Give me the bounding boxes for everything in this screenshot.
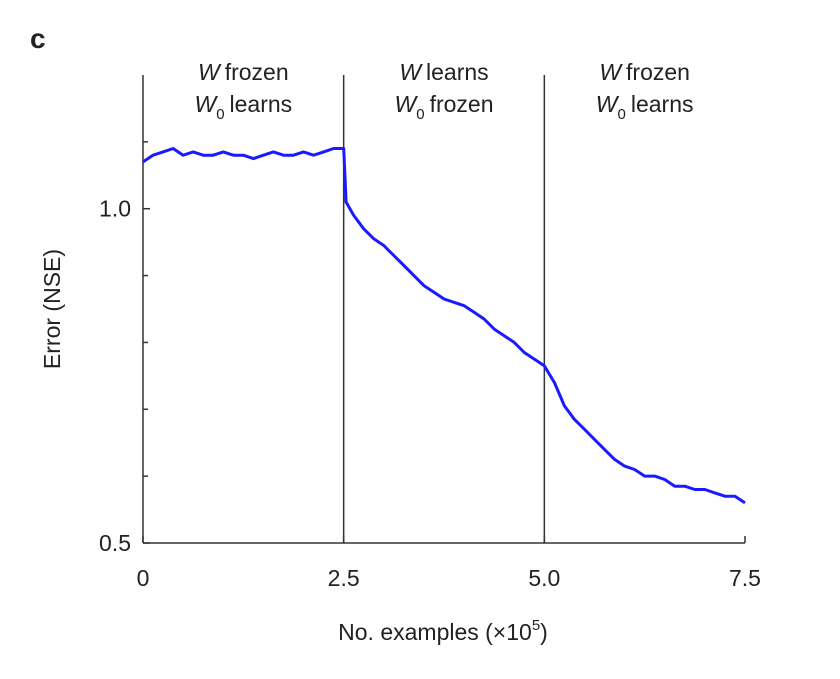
symbol: W: [194, 91, 218, 117]
region-label: W0 learns: [194, 91, 292, 123]
label-text: learns: [230, 91, 293, 117]
x-tick-label: 7.5: [729, 565, 761, 591]
x-tick-label: 0: [137, 565, 150, 591]
label-text: learns: [426, 59, 489, 85]
subscript: 0: [618, 106, 626, 123]
x-axis-label: No. examples (×105): [338, 617, 548, 645]
region-label: W0 frozen: [395, 91, 494, 123]
label-text: frozen: [626, 59, 690, 85]
label-text: learns: [631, 91, 694, 117]
symbol: W: [599, 59, 623, 85]
label-text: frozen: [225, 59, 289, 85]
subscript: 0: [216, 106, 224, 123]
x-tick-label: 2.5: [328, 565, 360, 591]
region-label: W0 learns: [596, 91, 694, 123]
x-label-exponent: 5: [532, 617, 540, 634]
x-tick-label: 5.0: [528, 565, 560, 591]
symbol: W: [395, 91, 419, 117]
y-tick-label: 1.0: [99, 196, 131, 222]
symbol: W: [399, 59, 423, 85]
symbol: W: [596, 91, 620, 117]
y-axis-label: Error (NSE): [39, 249, 65, 369]
panel-label: c: [30, 23, 46, 54]
symbol: W: [198, 59, 222, 85]
error-line: [142, 147, 746, 505]
x-label-text: No. examples (×10: [338, 619, 532, 645]
x-label-suffix: ): [540, 619, 548, 645]
subscript: 0: [416, 106, 424, 123]
y-tick-label: 0.5: [99, 530, 131, 556]
label-text: frozen: [430, 91, 494, 117]
